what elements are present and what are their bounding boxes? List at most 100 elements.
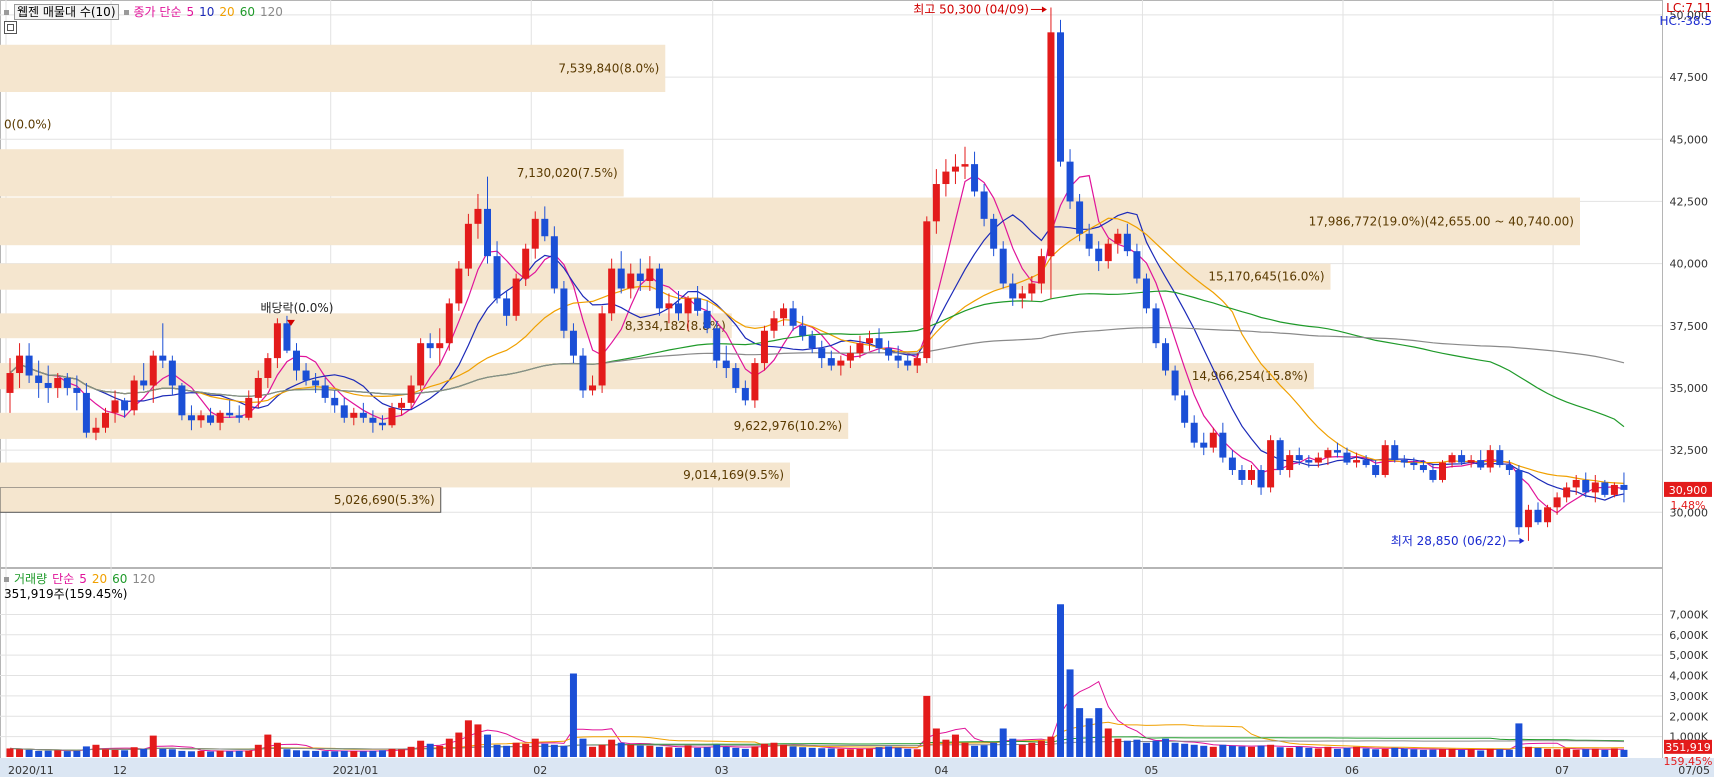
ma-period-60: 60 [239,5,255,19]
chart-settings-icon[interactable] [4,21,17,34]
volume-bar [407,746,415,757]
volume-bar [980,745,988,757]
candlestick-series [6,7,1628,541]
volume-bar [1276,747,1284,757]
x-tick-label: 2021/01 [333,764,379,777]
volume-bar [340,750,348,757]
candle-body [149,355,157,386]
volume-bar [1477,750,1485,757]
candle-body [837,360,845,366]
candle-body [1095,248,1103,262]
candle-body [25,355,33,376]
candle-body [1353,460,1361,463]
price-panel-title: 웹젠 매물대 수(10) [14,4,119,20]
candle-body [340,405,348,418]
candle-body [1076,201,1084,234]
y-tick-label: 42,500 [1670,195,1709,208]
volume-bar [1496,749,1504,757]
candle-body [1085,233,1093,249]
volume-bar [1439,749,1446,757]
volume-bar [417,740,425,757]
volume-bar [245,750,253,757]
candle-body [312,380,320,386]
volume-bar [350,751,358,757]
x-tick-label: 12 [113,764,127,777]
vol-ma-period-20: 20 [91,572,108,586]
candle-body [6,373,14,393]
candle-body [1200,442,1208,448]
vol-tick-label: 4,000K [1669,670,1708,683]
candle-body [426,343,434,349]
candle-body [913,358,921,366]
candle-body [1362,460,1370,466]
x-tick-label: 06 [1345,764,1359,777]
volume-bar [1181,743,1189,757]
candle-body [1066,161,1074,202]
volume-bar [780,744,788,757]
volume-bar [321,751,329,757]
candle-body [846,353,854,361]
volume-bar [35,750,43,757]
volume-bar [207,751,215,757]
candle-body [904,360,912,366]
y-tick-label: 30,000 [1670,506,1709,519]
candle-body [1238,470,1246,480]
volume-profile-label: 9,014,169(9.5%) [683,468,784,482]
volume-profile-bar [0,462,790,488]
candle-body [990,218,998,249]
candle-body [398,402,406,408]
volume-bar [713,744,721,757]
volume-bar [665,747,673,757]
candle-body [894,355,902,361]
candle-body [1381,445,1389,475]
annotations: 최고 50,300 (04/09) 최저 28,850 (06/22) 배당락(0.… [260,1,1712,768]
candle-body [1248,470,1255,480]
x-tick-label: 04 [934,764,948,777]
candle-body [665,303,673,309]
volume-bar [598,744,606,757]
volume-bar [73,750,81,757]
volume-bar [646,745,654,757]
volume-bar [684,745,692,757]
last-price-label: 30,900 [1669,484,1708,497]
volume-profile-bar [0,149,624,197]
candle-body [550,236,558,289]
candle-body [932,184,940,222]
volume-bar [1057,604,1064,757]
volume-bar [398,749,406,757]
last-volume-label: 351,919 [1665,741,1711,754]
volume-bar [1076,708,1084,757]
candle-body [283,323,291,351]
volume-bar [1095,708,1103,757]
candle-body [1448,455,1456,463]
volume-bar [293,750,300,757]
candle-body [1162,343,1170,371]
candle-body [999,248,1007,284]
candle-body [140,380,148,386]
volume-bar [655,746,663,757]
candle-body [770,318,778,331]
volume-bar [799,747,807,757]
volume-bar [1267,744,1275,757]
volume-bar [560,745,568,757]
candle-body [369,417,377,423]
volume-bar [837,748,845,757]
volume-bar [1419,749,1427,757]
candle-body [655,268,663,309]
candle-body [942,171,950,185]
volume-profile: 5,026,690(5.3%) 9,014,169(9.5%) 9,622,976(… [0,44,1580,513]
candle-body [875,338,883,349]
x-tick-label: 05 [1144,764,1158,777]
volume-bar [999,728,1007,757]
candle-body [722,360,730,369]
vol-tick-label: 7,000K [1669,608,1708,621]
candle-body [694,298,702,311]
candle-body [1563,487,1571,498]
candle-body [961,164,969,167]
dividend-note: 배당락(0.0%) [260,301,333,315]
ma-period-10: 10 [199,5,215,19]
volume-bar [54,750,62,757]
candle-body [608,268,616,314]
y-tick-label: 45,000 [1670,133,1709,146]
candle-body [474,208,482,224]
